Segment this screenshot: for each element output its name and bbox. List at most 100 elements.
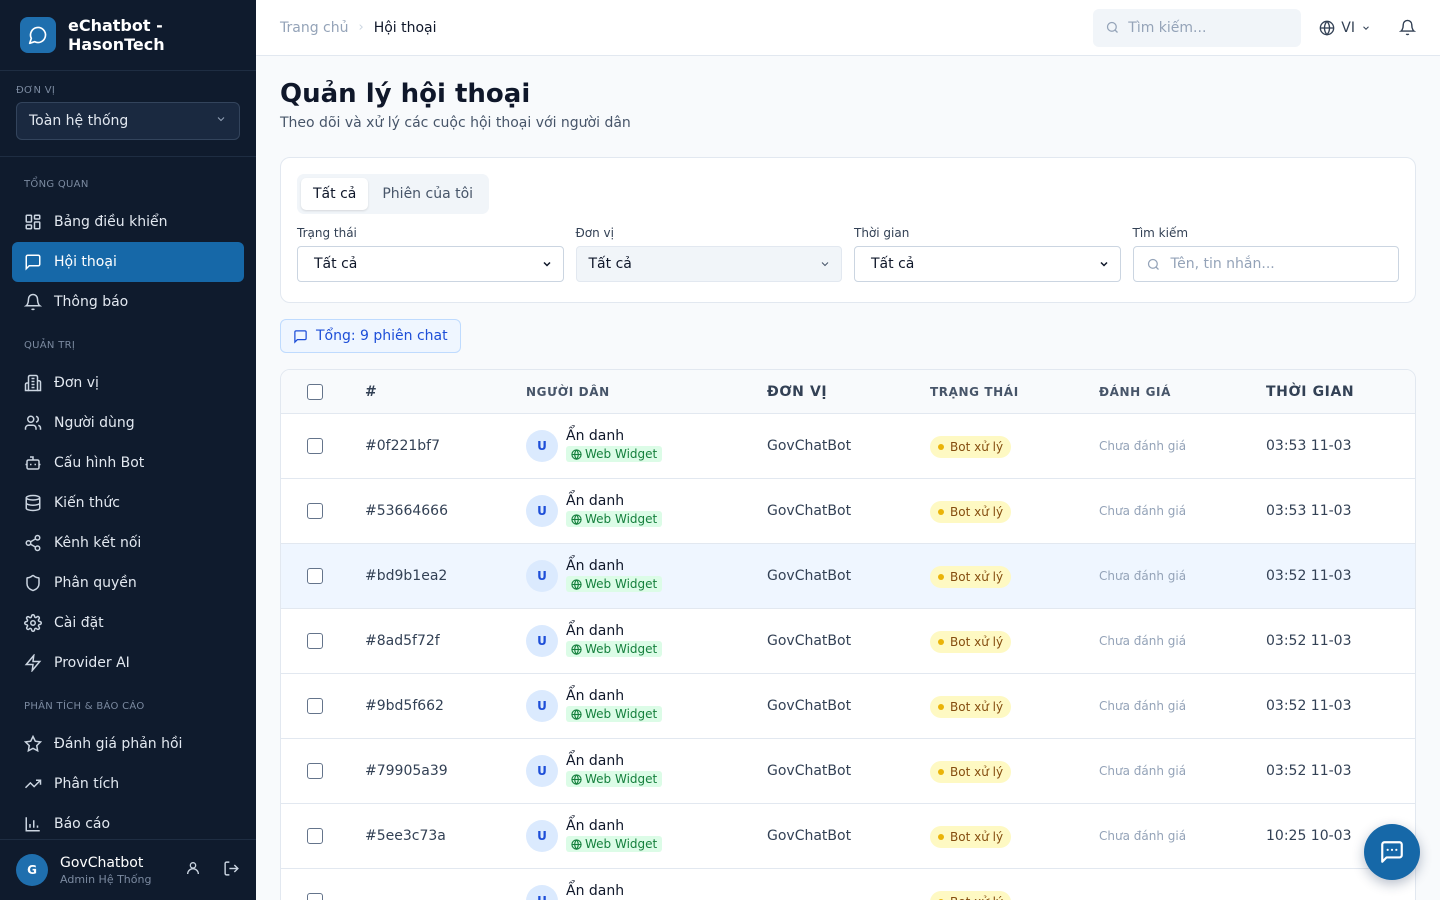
- total-sessions-label: Tổng: 9 phiên chat: [316, 328, 448, 344]
- user-bar: G GovChatbot Admin Hệ Thống: [0, 839, 256, 900]
- unit-selector[interactable]: Toàn hệ thống: [16, 102, 240, 140]
- table-row[interactable]: U Ẩn danh Web Widget Bot xử lý: [281, 869, 1415, 900]
- language-switcher[interactable]: VI: [1319, 20, 1371, 36]
- row-checkbox[interactable]: [307, 633, 323, 649]
- source-label: Web Widget: [585, 447, 658, 462]
- citizen-info: Ẩn danh Web Widget: [566, 623, 663, 659]
- unit-selector-label: Đơn vị: [16, 85, 56, 96]
- session-id[interactable]: #8ad5f72f: [365, 633, 440, 649]
- sidebar-item-star[interactable]: Đánh giá phản hồi: [12, 724, 244, 764]
- tab-my-sessions[interactable]: Phiên của tôi: [382, 186, 474, 202]
- status-badge: Bot xử lý: [930, 695, 1012, 718]
- unit-select[interactable]: Tất cả: [575, 246, 842, 282]
- citizen-name: Ẩn danh: [566, 753, 625, 770]
- dashboard-icon: [24, 213, 42, 231]
- source-label: Web Widget: [585, 707, 658, 722]
- logout-icon[interactable]: [223, 860, 240, 881]
- row-checkbox[interactable]: [307, 698, 323, 714]
- sidebar-item-share[interactable]: Kênh kết nối: [12, 523, 244, 563]
- unit-filter: Đơn vị Tất cả: [575, 226, 842, 282]
- search-input[interactable]: Tên, tin nhắn...: [1132, 246, 1399, 282]
- notification-bell-icon[interactable]: [1399, 19, 1416, 36]
- sidebar-item-label: Kiến thức: [54, 495, 120, 511]
- unit-cell: GovChatBot: [767, 828, 852, 844]
- sidebar-item-database[interactable]: Kiến thức: [12, 483, 244, 523]
- unit-cell: GovChatBot: [767, 763, 852, 779]
- session-id[interactable]: #5ee3c73a: [365, 828, 446, 844]
- citizen-avatar: U: [526, 560, 558, 592]
- share-icon: [24, 534, 42, 552]
- row-checkbox[interactable]: [307, 568, 323, 584]
- sidebar-item-trending-up[interactable]: Phân tích: [12, 764, 244, 804]
- sidebar-item-dashboard[interactable]: Bảng điều khiển: [12, 202, 244, 242]
- time-select[interactable]: Tất cả: [854, 246, 1121, 282]
- avatar: G: [16, 854, 48, 886]
- tab-all[interactable]: Tất cả: [301, 178, 369, 210]
- citizen-info: Ẩn danh Web Widget: [566, 688, 663, 724]
- topbar: Trang chủ › Hội thoại Tìm kiếm... VI: [256, 0, 1440, 56]
- chat-icon: [24, 253, 42, 271]
- session-id[interactable]: #0f221bf7: [365, 438, 441, 454]
- chat-widget-button[interactable]: [1364, 824, 1420, 880]
- table-row[interactable]: #79905a39 U Ẩn danh Web Widget GovChatBo…: [281, 739, 1415, 804]
- chat-bubble-logo-icon: [20, 17, 56, 53]
- conversations-table: # Người dân Đơn vị Trạng thái Đánh giá T…: [280, 369, 1416, 900]
- row-checkbox[interactable]: [307, 503, 323, 519]
- row-checkbox[interactable]: [307, 438, 323, 454]
- select-all-checkbox[interactable]: [307, 383, 323, 400]
- sidebar-item-bot[interactable]: Cấu hình Bot: [12, 443, 244, 483]
- table-row[interactable]: #53664666 U Ẩn danh Web Widget GovChatBo…: [281, 479, 1415, 544]
- table-row[interactable]: #0f221bf7 U Ẩn danh Web Widget GovChatBo…: [281, 414, 1415, 479]
- table-row[interactable]: #9bd5f662 U Ẩn danh Web Widget GovChatBo…: [281, 674, 1415, 739]
- table-row[interactable]: #8ad5f72f U Ẩn danh Web Widget GovChatBo…: [281, 609, 1415, 674]
- row-checkbox[interactable]: [307, 893, 323, 900]
- status-select[interactable]: Tất cả: [297, 246, 564, 282]
- rating-cell: Chưa đánh giá: [1099, 634, 1187, 648]
- sidebar-item-gear[interactable]: Cài đặt: [12, 603, 244, 643]
- sidebar-item-users[interactable]: Người dùng: [12, 403, 244, 443]
- citizen-cell: U Ẩn danh Web Widget: [526, 428, 767, 464]
- row-select-cell: [281, 568, 365, 584]
- status-label: Bot xử lý: [950, 569, 1004, 584]
- source-label: Web Widget: [585, 837, 658, 852]
- profile-icon[interactable]: [185, 860, 201, 880]
- globe-icon: [1319, 20, 1335, 36]
- sidebar-item-lightning[interactable]: Provider AI: [12, 643, 244, 683]
- row-checkbox[interactable]: [307, 763, 323, 779]
- search-icon: [1146, 257, 1161, 272]
- session-id[interactable]: #bd9b1ea2: [365, 568, 448, 584]
- unit-cell: GovChatBot: [767, 438, 852, 454]
- row-checkbox[interactable]: [307, 828, 323, 844]
- sidebar-item-building[interactable]: Đơn vị: [12, 363, 244, 403]
- nav-group: Phân tích & Báo cáo Đánh giá phản hồi Phân…: [12, 701, 244, 844]
- status-cell: Bot xử lý: [930, 695, 1099, 718]
- breadcrumb-home[interactable]: Trang chủ: [280, 19, 349, 36]
- table-row[interactable]: #bd9b1ea2 U Ẩn danh Web Widget GovChatBo…: [281, 544, 1415, 609]
- session-id[interactable]: #9bd5f662: [365, 698, 444, 714]
- row-select-cell: [281, 633, 365, 649]
- globe-icon: [571, 579, 582, 590]
- globe-icon: [571, 774, 582, 785]
- time-cell: 03:53 11-03: [1266, 503, 1352, 519]
- rating-cell: Chưa đánh giá: [1099, 569, 1187, 583]
- status-label: Bot xử lý: [950, 634, 1004, 649]
- source-label: Web Widget: [585, 512, 658, 527]
- row-select-cell: [281, 763, 365, 779]
- source-badge: Web Widget: [566, 511, 663, 528]
- citizen-name: Ẩn danh: [566, 493, 625, 510]
- sidebar-item-bell[interactable]: Thông báo: [12, 282, 244, 322]
- page-title: Quản lý hội thoại: [280, 79, 531, 109]
- table-row[interactable]: #5ee3c73a U Ẩn danh Web Widget GovChatBo…: [281, 804, 1415, 869]
- citizen-avatar: U: [526, 625, 558, 657]
- citizen-name: Ẩn danh: [566, 558, 625, 575]
- status-badge: Bot xử lý: [930, 760, 1012, 783]
- session-id[interactable]: #79905a39: [365, 763, 448, 779]
- global-search-input[interactable]: Tìm kiếm...: [1093, 8, 1302, 47]
- sidebar-item-bar-chart[interactable]: Báo cáo: [12, 804, 244, 844]
- citizen-info: Ẩn danh Web Widget: [566, 818, 663, 854]
- globe-icon: [571, 514, 582, 525]
- citizen-name: Ẩn danh: [566, 428, 625, 445]
- session-id[interactable]: #53664666: [365, 503, 448, 519]
- sidebar-item-chat[interactable]: Hội thoại: [12, 242, 244, 282]
- sidebar-item-shield[interactable]: Phân quyền: [12, 563, 244, 603]
